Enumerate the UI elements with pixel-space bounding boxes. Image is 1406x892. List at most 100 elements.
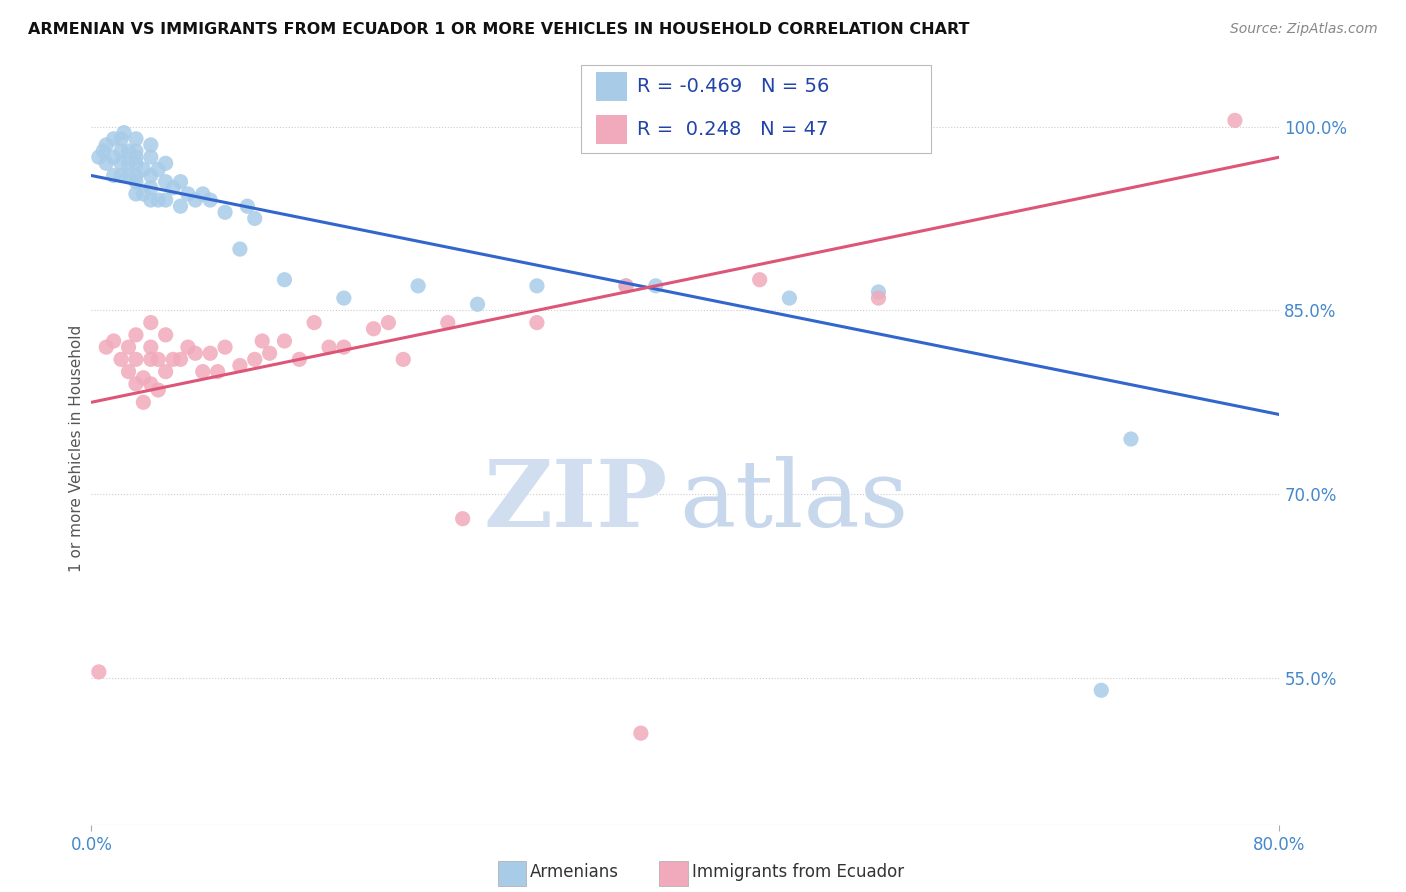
Point: [200, 346, 222, 360]
Point: [139, 316, 162, 330]
Point: [1223, 113, 1246, 128]
Point: [103, 334, 125, 348]
Point: [148, 383, 170, 397]
Point: [207, 365, 229, 379]
Point: [139, 150, 162, 164]
Point: [125, 352, 148, 367]
Point: [139, 193, 162, 207]
Point: [1119, 432, 1142, 446]
Text: atlas: atlas: [679, 456, 908, 546]
Point: [125, 376, 148, 391]
Point: [155, 365, 177, 379]
Point: [112, 126, 135, 140]
Point: [155, 175, 177, 189]
Text: Immigrants from Ecuador: Immigrants from Ecuador: [692, 863, 904, 881]
Point: [162, 352, 184, 367]
Point: [117, 144, 139, 158]
Point: [96, 156, 118, 170]
Point: [139, 376, 162, 391]
Point: [363, 322, 385, 336]
Point: [406, 278, 429, 293]
Point: [117, 156, 139, 170]
Point: [169, 175, 191, 189]
Point: [117, 340, 139, 354]
Point: [96, 137, 118, 152]
Point: [451, 512, 474, 526]
Point: [139, 137, 162, 152]
Point: [125, 186, 148, 201]
Point: [125, 132, 148, 146]
Point: [214, 205, 236, 219]
Point: [155, 156, 177, 170]
Point: [748, 273, 770, 287]
Text: ZIP: ZIP: [484, 456, 668, 546]
Point: [243, 352, 266, 367]
Point: [177, 340, 200, 354]
Point: [526, 316, 548, 330]
Point: [302, 316, 325, 330]
Text: Armenians: Armenians: [530, 863, 619, 881]
Point: [110, 169, 132, 183]
Point: [132, 162, 155, 177]
Point: [392, 352, 415, 367]
Point: [273, 273, 295, 287]
Point: [96, 340, 118, 354]
Point: [155, 327, 177, 342]
Point: [333, 291, 356, 305]
Text: ARMENIAN VS IMMIGRANTS FROM ECUADOR 1 OR MORE VEHICLES IN HOUSEHOLD CORRELATION : ARMENIAN VS IMMIGRANTS FROM ECUADOR 1 OR…: [28, 22, 970, 37]
Point: [162, 181, 184, 195]
Point: [868, 291, 890, 305]
Point: [273, 334, 295, 348]
Text: R =  0.248   N = 47: R = 0.248 N = 47: [637, 120, 828, 139]
Point: [91, 144, 114, 158]
Point: [200, 193, 222, 207]
Point: [184, 346, 207, 360]
Text: R = -0.469   N = 56: R = -0.469 N = 56: [637, 77, 830, 96]
Point: [259, 346, 281, 360]
Point: [229, 359, 252, 373]
Point: [139, 340, 162, 354]
Point: [467, 297, 489, 311]
Point: [236, 199, 259, 213]
Point: [125, 175, 148, 189]
Point: [177, 186, 200, 201]
Point: [139, 169, 162, 183]
Point: [148, 162, 170, 177]
Point: [377, 316, 399, 330]
Y-axis label: 1 or more Vehicles in Household: 1 or more Vehicles in Household: [69, 325, 84, 572]
Point: [139, 181, 162, 195]
Point: [630, 726, 652, 740]
Point: [214, 340, 236, 354]
Point: [125, 144, 148, 158]
Point: [229, 242, 252, 256]
Point: [125, 156, 148, 170]
Point: [243, 211, 266, 226]
Point: [148, 193, 170, 207]
Point: [155, 193, 177, 207]
Point: [117, 365, 139, 379]
Point: [526, 278, 548, 293]
Point: [868, 285, 890, 299]
Text: Source: ZipAtlas.com: Source: ZipAtlas.com: [1230, 22, 1378, 37]
Point: [125, 150, 148, 164]
Point: [288, 352, 311, 367]
Point: [110, 156, 132, 170]
Point: [110, 132, 132, 146]
Point: [250, 334, 273, 348]
Point: [87, 150, 110, 164]
Point: [125, 169, 148, 183]
Point: [87, 665, 110, 679]
Point: [148, 352, 170, 367]
Point: [778, 291, 800, 305]
Point: [318, 340, 340, 354]
Point: [644, 278, 666, 293]
Point: [169, 352, 191, 367]
Point: [139, 352, 162, 367]
Point: [1090, 683, 1112, 698]
Point: [436, 316, 458, 330]
Point: [614, 278, 637, 293]
Point: [333, 340, 356, 354]
Point: [110, 144, 132, 158]
Point: [110, 352, 132, 367]
Point: [103, 150, 125, 164]
